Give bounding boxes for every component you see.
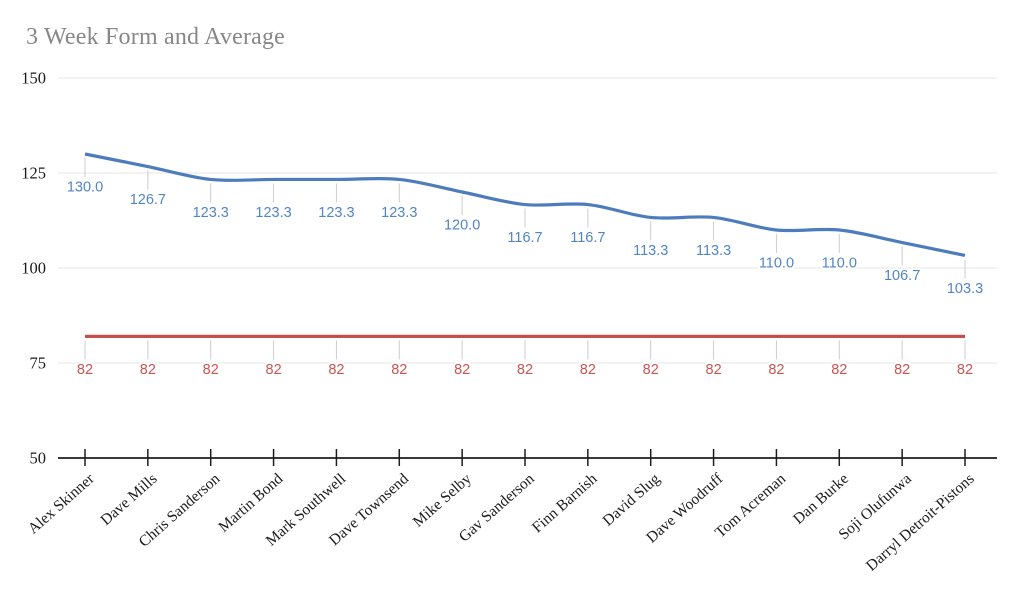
x-axis-category-label: Dave Mills [97,470,160,529]
data-point-label: 82 [77,362,93,378]
data-point-label: 113.3 [633,243,668,259]
data-point-label: 110.0 [822,256,857,272]
data-point-label: 110.0 [759,256,794,272]
y-axis-label: 100 [21,259,46,278]
data-point-label: 82 [454,362,470,378]
data-point-label: 106.7 [884,268,920,284]
data-point-label: 130.0 [67,180,103,196]
y-axis-label: 50 [30,449,47,468]
data-point-label: 82 [391,362,407,378]
data-point-label: 82 [580,362,596,378]
data-point-label: 82 [768,362,784,378]
data-point-label: 123.3 [193,205,229,221]
chart-title: 3 Week Form and Average [26,24,286,50]
y-axis-label: 75 [30,354,47,373]
x-axis-category-label: Mike Selby [410,470,475,531]
data-point-label: 82 [266,362,282,378]
x-axis-category-label: Alex Skinner [25,470,98,538]
data-point-label: 82 [706,362,722,378]
x-axis-category-label: Dan Burke [790,470,852,528]
y-axis-label: 125 [21,164,46,183]
y-axis-label: 150 [21,69,46,88]
data-point-label: 116.7 [507,230,542,246]
data-point-label: 82 [140,362,156,378]
3-week-form-series-line [84,152,966,258]
data-point-label: 123.3 [381,205,417,221]
data-point-label: 116.7 [570,230,605,246]
data-point-label: 82 [328,362,344,378]
data-point-label: 82 [957,362,973,378]
data-point-label: 82 [894,362,910,378]
x-axis-category-label: Finn Barnish [529,470,601,536]
data-point-label: 123.3 [255,205,291,221]
x-axis-category-label: David Slug [600,470,664,529]
x-axis-category-label: Darryl Detroit-Pistons [863,470,978,574]
data-point-label: 123.3 [318,205,354,221]
data-point-label: 82 [203,362,219,378]
data-point-label: 103.3 [947,281,983,297]
data-point-label: 113.3 [696,243,731,259]
data-point-label: 82 [517,362,533,378]
data-point-label: 82 [831,362,847,378]
data-point-label: 82 [643,362,659,378]
data-point-label: 126.7 [130,192,166,208]
data-point-label: 120.0 [444,218,480,234]
